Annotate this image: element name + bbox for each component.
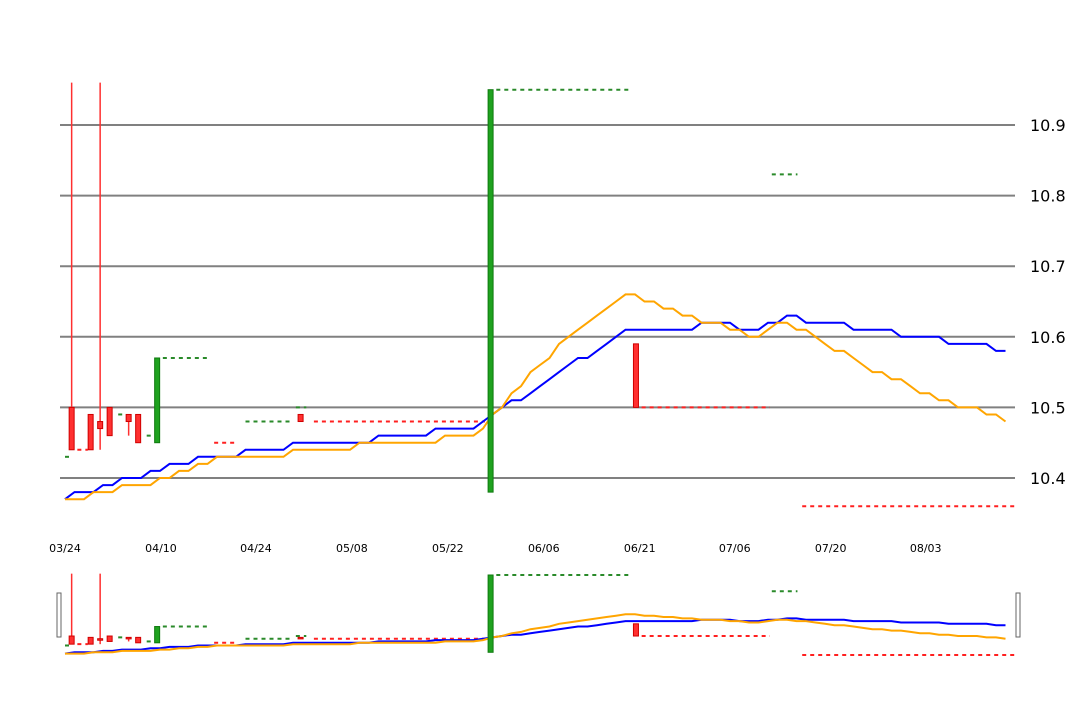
x-tick-label: 05/22 [432,542,464,555]
navigator-candles [68,573,639,653]
navigator-dashed-levels [65,574,1015,656]
candle-down [106,406,113,437]
orange-series-line [65,613,1006,655]
y-tick-label: 10.6 [1030,328,1066,347]
candles [68,82,639,493]
candle-down [632,343,639,408]
candle-up [154,626,161,644]
navigator-left-handle[interactable] [56,592,62,638]
y-tick-label: 10.9 [1030,116,1066,135]
candle-down [135,636,142,644]
navigator-series-lines [64,613,1006,655]
grid-lines [60,124,1015,479]
orange-series-line [65,293,1007,501]
x-tick-label: 03/24 [49,542,81,555]
candle-up [154,357,161,444]
blue-series-line [64,617,1006,655]
candle-down [97,638,104,641]
candle-down [87,636,94,645]
candle-down [97,421,104,430]
main-price-chart: 10.4 10.5 10.6 10.7 10.8 10.9 03/24 04/10 04/24… [49,82,1066,555]
candle-down [106,635,113,642]
x-tick-label: 07/20 [815,542,847,555]
navigator-chart[interactable] [0,560,1080,720]
x-tick-label: 07/06 [719,542,751,555]
x-tick-label: 06/21 [624,542,656,555]
x-tick-label: 06/06 [528,542,560,555]
x-tick-label: 04/10 [145,542,177,555]
candle-up [487,89,494,493]
candle-down [125,636,132,640]
x-tick-label: 08/03 [910,542,942,555]
x-tick-label: 05/08 [336,542,368,555]
y-tick-label: 10.5 [1030,398,1066,417]
x-tick-label: 04/24 [240,542,272,555]
candle-down [135,413,142,444]
x-tick-labels: 03/24 04/10 04/24 05/08 05/22 06/06 06/21 07/06… [49,542,941,555]
candle-down [87,413,94,451]
y-tick-label: 10.4 [1030,469,1066,488]
navigator-right-handle[interactable] [1015,592,1021,638]
candle-down [68,406,75,451]
series-lines [64,293,1007,501]
candle-down [297,636,304,640]
y-tick-label: 10.8 [1030,187,1066,206]
candle-down [68,635,75,645]
dashed-levels [65,88,1015,508]
candle-down [297,413,304,423]
candle-up [487,574,494,653]
y-tick-labels: 10.4 10.5 10.6 10.7 10.8 10.9 [1030,116,1066,488]
candle-down [632,623,639,637]
candle-down [125,413,132,423]
y-tick-label: 10.7 [1030,257,1066,276]
